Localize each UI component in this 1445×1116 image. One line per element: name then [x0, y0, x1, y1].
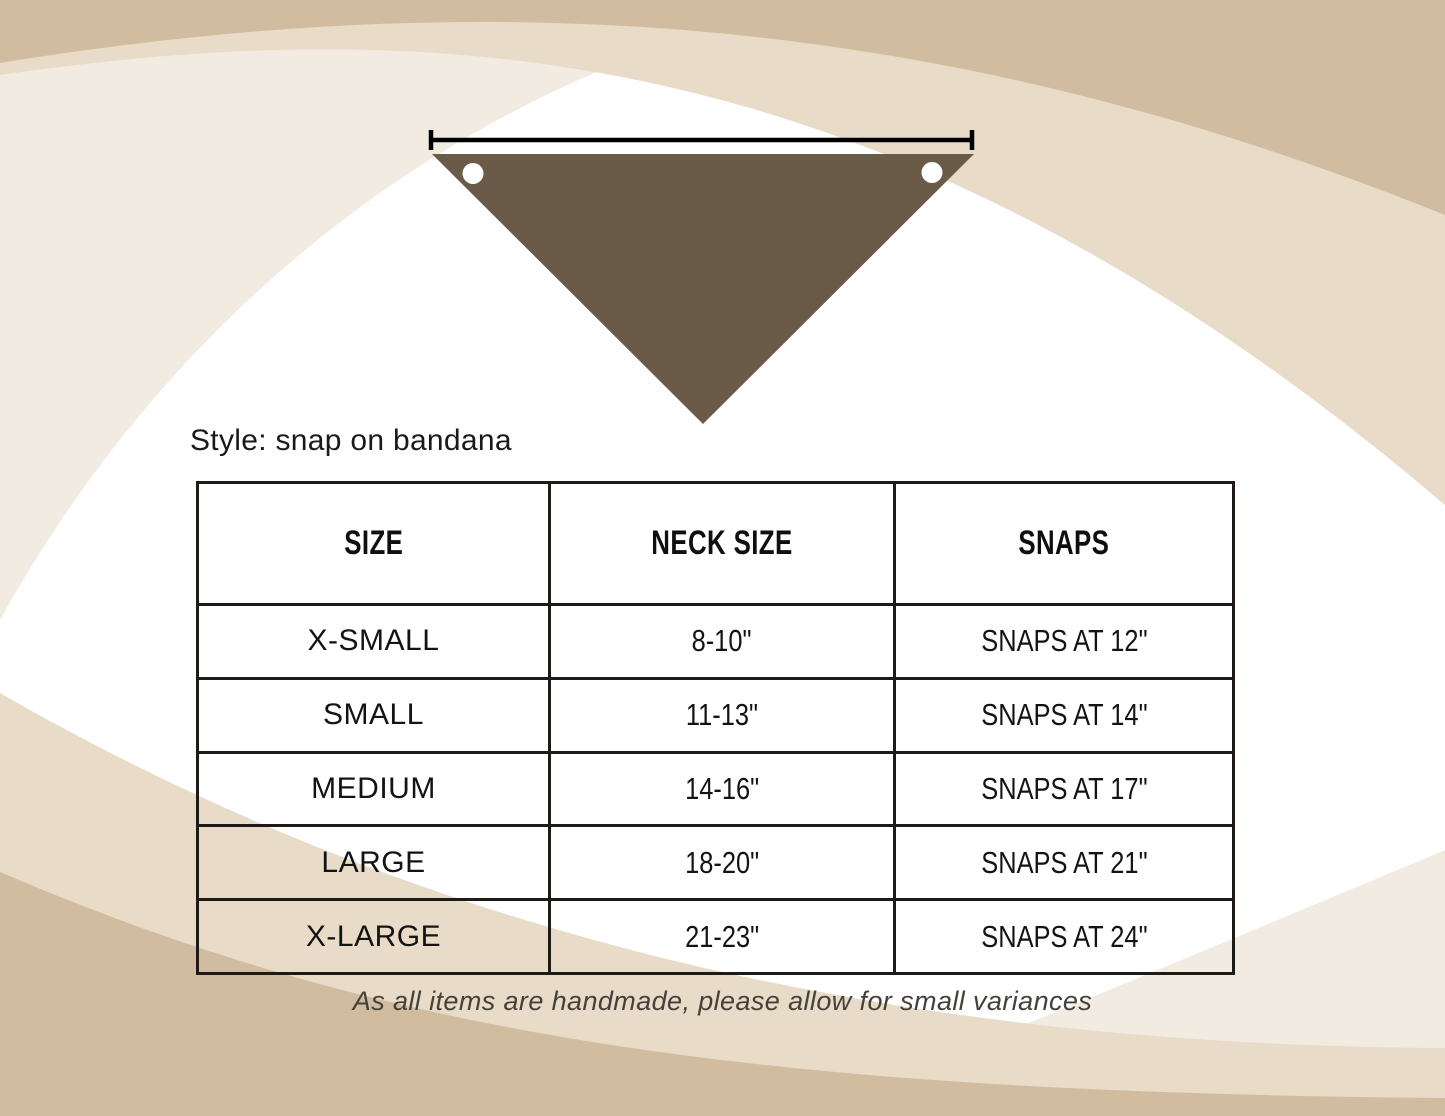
swoosh-cream-top-left	[0, 0, 830, 620]
header-cell-neck-size: NECK SIZE	[548, 481, 896, 606]
header-cell-snaps: SNAPS	[893, 481, 1235, 606]
cell-size: LARGE	[196, 824, 551, 902]
table-row: X-SMALL 8-10" SNAPS AT 12"	[196, 603, 1235, 680]
table-row: SMALL 11-13" SNAPS AT 14"	[196, 676, 1235, 754]
neck-size-value: 18-20"	[684, 844, 760, 880]
neck-size-value: 11-13"	[685, 697, 759, 733]
header-cell-size: SIZE	[196, 481, 551, 606]
size-chart-table: SIZE NECK SIZE SNAPS X-SMALL 8-10" SNAPS…	[196, 481, 1235, 975]
size-value: X-SMALL	[307, 624, 440, 658]
size-value: MEDIUM	[311, 771, 436, 805]
snaps-value: SNAPS AT 24"	[980, 918, 1148, 954]
neck-size-value: 8-10"	[692, 623, 752, 659]
size-value: SMALL	[323, 698, 424, 732]
size-value: LARGE	[321, 845, 426, 879]
cell-size: X-SMALL	[196, 603, 551, 680]
cell-snaps: SNAPS AT 21"	[893, 824, 1235, 902]
neck-size-value: 21-23"	[684, 918, 760, 954]
style-label: Style: snap on bandana	[190, 424, 512, 457]
cell-snaps: SNAPS AT 12"	[893, 603, 1235, 680]
table-row: MEDIUM 14-16" SNAPS AT 17"	[196, 750, 1235, 828]
swoosh-tan-top	[0, 0, 1445, 215]
bandana-triangle	[432, 154, 974, 424]
cell-size: MEDIUM	[196, 750, 551, 828]
column-header-size: SIZE	[344, 524, 403, 562]
cell-snaps: SNAPS AT 24"	[893, 898, 1235, 975]
swoosh-beige-top	[0, 0, 1445, 505]
snap-left	[462, 163, 484, 184]
snaps-value: SNAPS AT 21"	[980, 844, 1148, 880]
cell-neck-size: 11-13"	[548, 676, 896, 754]
cell-size: X-LARGE	[196, 898, 551, 975]
snap-right	[921, 162, 943, 183]
cell-neck-size: 14-16"	[548, 750, 896, 828]
table-row: LARGE 18-20" SNAPS AT 21"	[196, 824, 1235, 902]
cell-snaps: SNAPS AT 17"	[893, 750, 1235, 828]
swoosh-tan-bottom	[0, 872, 1445, 1116]
cell-snaps: SNAPS AT 14"	[893, 676, 1235, 754]
snaps-value: SNAPS AT 17"	[980, 770, 1148, 806]
cell-neck-size: 21-23"	[548, 898, 896, 975]
column-header-snaps: SNAPS	[1018, 524, 1110, 562]
variance-note: As all items are handmade, please allow …	[352, 986, 1093, 1016]
cell-neck-size: 8-10"	[548, 603, 896, 680]
snaps-value: SNAPS AT 12"	[980, 623, 1148, 659]
table-header-row: SIZE NECK SIZE SNAPS	[196, 481, 1235, 606]
cell-size: SMALL	[196, 676, 551, 754]
size-value: X-LARGE	[305, 919, 442, 953]
table-row: X-LARGE 21-23" SNAPS AT 24"	[196, 898, 1235, 975]
column-header-neck-size: NECK SIZE	[651, 524, 793, 562]
snaps-value: SNAPS AT 14"	[980, 697, 1148, 733]
neck-size-value: 14-16"	[684, 770, 760, 806]
cell-neck-size: 18-20"	[548, 824, 896, 902]
